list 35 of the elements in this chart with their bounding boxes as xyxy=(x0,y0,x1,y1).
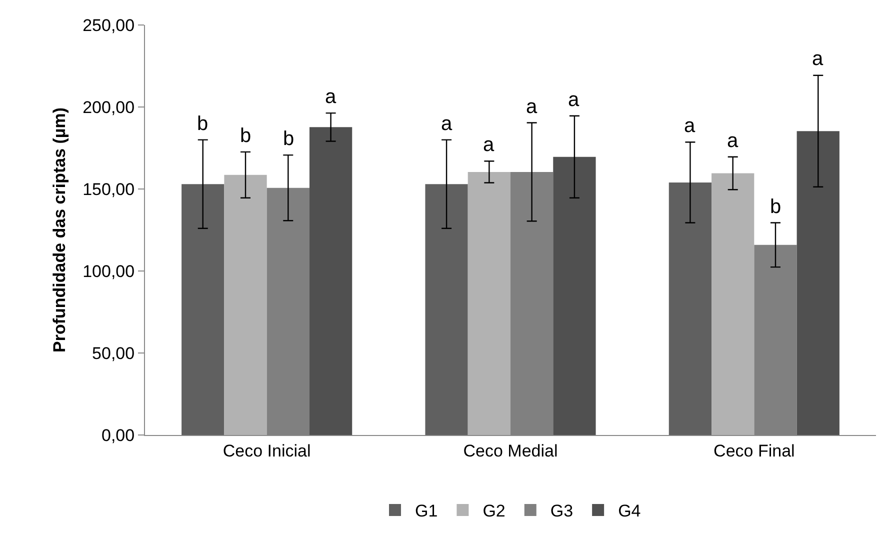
bar xyxy=(712,173,754,435)
y-tick-label: 50,00 xyxy=(92,344,135,363)
data-label: a xyxy=(568,89,580,111)
bar xyxy=(309,127,352,435)
data-label: a xyxy=(684,115,696,137)
data-label: a xyxy=(727,130,739,152)
data-label: b xyxy=(770,196,782,218)
bar xyxy=(553,156,596,435)
legend-label: G1 xyxy=(415,502,438,521)
legend-label: G2 xyxy=(482,502,506,521)
y-tick-label: 150,00 xyxy=(82,180,135,199)
y-tick-label: 200,00 xyxy=(82,98,135,117)
x-tick-label: Ceco Inicial xyxy=(222,441,311,460)
bar xyxy=(182,184,224,435)
y-tick-label: 100,00 xyxy=(82,262,135,281)
data-label: a xyxy=(526,96,538,118)
data-label: b xyxy=(197,113,208,135)
bar xyxy=(224,174,267,435)
bar xyxy=(425,184,468,435)
y-tick-label: 0,00 xyxy=(102,426,135,445)
x-tick-label: Ceco Final xyxy=(714,441,795,460)
data-label: a xyxy=(483,134,495,156)
y-tick-label: 250,00 xyxy=(82,16,135,35)
data-label: a xyxy=(325,86,337,108)
y-axis-title: Profundidade das criptas (µm) xyxy=(50,108,70,352)
bar xyxy=(468,172,510,435)
data-label: a xyxy=(441,113,453,135)
x-tick-label: Ceco Medial xyxy=(463,441,558,460)
data-label: a xyxy=(812,48,824,70)
legend-label: G4 xyxy=(618,502,641,521)
bar xyxy=(796,131,840,435)
bar xyxy=(668,182,712,435)
legend-label: G3 xyxy=(550,502,574,521)
data-label: b xyxy=(283,128,294,150)
data-label: b xyxy=(240,125,252,147)
